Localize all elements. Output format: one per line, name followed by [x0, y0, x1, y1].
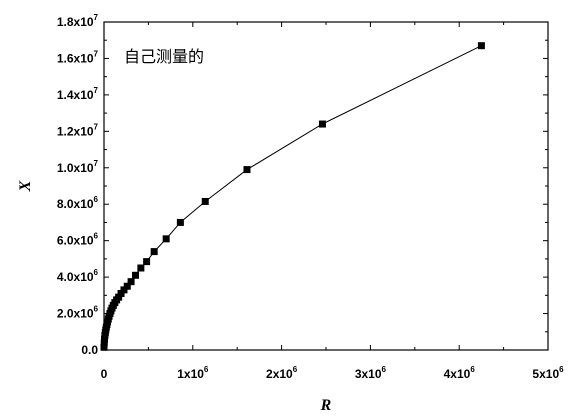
- y-tick-label: 0.0: [81, 343, 98, 357]
- data-point: [143, 258, 151, 266]
- x-tick-label: 3x106: [355, 365, 387, 381]
- y-axis-ticks: 0.0 2.0x106 4.0x106 6.0x106 8.0x106 1.0x107 1.…: [57, 13, 548, 357]
- data-point: [150, 248, 158, 256]
- data-point: [115, 293, 123, 301]
- y-tick-label: 1.2x107: [57, 122, 99, 138]
- data-point: [318, 120, 326, 128]
- y-tick-label: 2.0x106: [57, 305, 99, 321]
- y-tick-label: 1.4x107: [57, 86, 99, 102]
- series-line-group: [103, 45, 482, 348]
- y-tick-label: 6.0x106: [57, 232, 99, 248]
- data-point: [201, 197, 209, 205]
- data-point: [132, 271, 140, 279]
- data-point: [243, 166, 251, 174]
- data-point: [123, 282, 131, 290]
- data-point: [137, 264, 145, 272]
- data-points: [100, 42, 485, 351]
- y-axis-title: X: [17, 180, 34, 192]
- data-point: [127, 278, 135, 286]
- plot-frame: [103, 21, 549, 351]
- x-tick-label: 1x106: [177, 365, 209, 381]
- data-point: [117, 290, 125, 298]
- y-tick-label: 4.0x106: [57, 268, 99, 284]
- y-tick-label: 1.6x107: [57, 49, 99, 65]
- data-point: [477, 42, 485, 50]
- data-point: [100, 339, 108, 347]
- data-point: [176, 218, 184, 226]
- x-tick-label: 4x106: [444, 365, 476, 381]
- y-tick-label: 8.0x106: [57, 195, 99, 211]
- x-tick-label: 0: [101, 367, 108, 381]
- data-point: [162, 235, 170, 243]
- data-point: [101, 335, 109, 343]
- x-tick-label: 2x106: [266, 365, 298, 381]
- series-line: [103, 45, 482, 348]
- data-point: [100, 343, 108, 351]
- x-tick-label: 5x106: [532, 365, 564, 381]
- y-tick-label: 1.8x107: [57, 13, 99, 29]
- y-tick-label: 1.0x107: [57, 159, 99, 175]
- x-axis-ticks: 0 1x106 2x106 3x106 4x106 5x106: [101, 22, 564, 381]
- chart-annotation: 自己测量的: [124, 47, 204, 66]
- x-axis-title: R: [320, 397, 332, 414]
- data-point: [120, 286, 128, 294]
